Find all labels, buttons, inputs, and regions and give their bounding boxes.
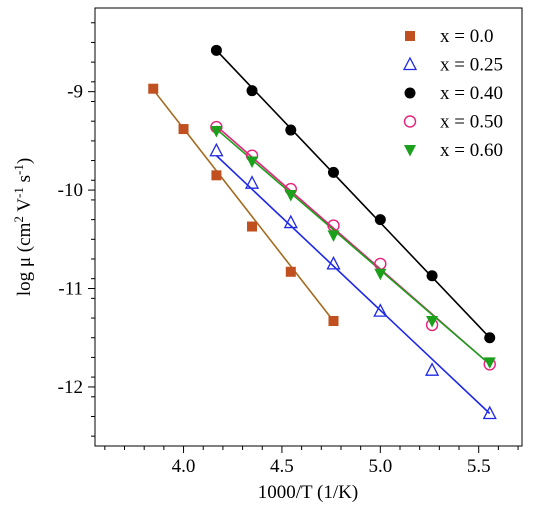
data-point-series-1-5 [425, 362, 440, 376]
legend-marker-3 [403, 115, 417, 128]
y-axis-title-base: log μ (cm [14, 222, 35, 296]
y-axis-title: log μ (cm2 V-1 s-1) [11, 158, 36, 296]
y-tick-label: -9 [67, 82, 83, 103]
data-point-series-1-0 [209, 142, 224, 157]
data-point-series-4-2 [284, 190, 297, 202]
x-axis-title: 1000/T (1/K) [258, 482, 358, 503]
data-point-series-1-3 [326, 256, 341, 270]
data-point-series-4-3 [327, 230, 340, 242]
data-point-series-2-4 [374, 214, 386, 226]
fit-lines [152, 49, 491, 415]
data-point-series-0-3 [247, 221, 258, 232]
y-axis-title-end: ) [14, 158, 35, 164]
data-point-series-2-0 [210, 44, 222, 56]
legend-label-2: x = 0.40 [440, 83, 503, 104]
legend-label-3: x = 0.50 [440, 112, 503, 133]
y-axis-title-sup-3: -1 [11, 164, 26, 175]
y-axis-title-mid-2: s [14, 175, 35, 187]
data-point-series-1-2 [283, 214, 298, 229]
data-point-series-3-4 [374, 257, 387, 271]
data-point-series-4-0 [210, 126, 223, 138]
y-axis-title-mid-1: V [14, 198, 35, 216]
y-axis-ticks: -9 -10 -11 -12 [58, 22, 95, 437]
x-tick-label: 5.5 [467, 456, 491, 477]
legend-label-4: x = 0.60 [440, 140, 503, 161]
data-point-series-2-1 [246, 85, 258, 97]
x-tick-label: 4.0 [172, 456, 196, 477]
x-axis-ticks: 4.0 4.5 5.0 5.5 [104, 446, 519, 477]
y-tick-label: -12 [58, 377, 83, 398]
y-tick-label: -10 [58, 180, 83, 201]
fit-line-series-1 [215, 155, 491, 415]
data-point-series-2-6 [484, 332, 496, 344]
y-tick-label: -11 [58, 279, 83, 300]
data-point-series-0-5 [328, 315, 339, 326]
legend-marker-1 [402, 56, 418, 71]
x-tick-label: 4.5 [270, 456, 294, 477]
legend-marker-4 [404, 145, 416, 157]
data-point-series-4-4 [374, 268, 387, 281]
data-point-series-0-0 [148, 83, 159, 94]
legend: x = 0.0 x = 0.25 x = 0.40 x = 0.50 x = 0.60 [402, 26, 503, 161]
legend-marker-0 [405, 31, 415, 41]
data-point-series-2-2 [285, 124, 297, 136]
data-point-series-1-6 [482, 405, 497, 420]
plot-frame [94, 7, 523, 447]
data-point-series-2-5 [426, 270, 438, 282]
fit-line-series-2 [215, 49, 491, 339]
legend-label-0: x = 0.0 [440, 26, 493, 47]
x-tick-label: 5.0 [368, 456, 392, 477]
data-point-series-0-1 [178, 124, 189, 135]
data-point-series-2-3 [327, 166, 339, 178]
data-point-series-0-4 [285, 266, 296, 277]
data-point-series-4-1 [246, 156, 259, 169]
data-point-series-4-6 [483, 357, 496, 369]
data-point-series-4-5 [426, 315, 439, 328]
data-point-series-0-2 [211, 170, 222, 181]
fit-line-series-4 [215, 128, 491, 365]
legend-label-1: x = 0.25 [440, 55, 503, 76]
legend-marker-2 [404, 87, 416, 99]
y-axis-title-sup-1: 2 [11, 216, 26, 223]
data-point-series-1-4 [373, 303, 388, 317]
data-point-series-1-1 [244, 175, 260, 189]
data-markers [148, 44, 497, 420]
y-axis-title-sup-2: -1 [11, 187, 26, 198]
